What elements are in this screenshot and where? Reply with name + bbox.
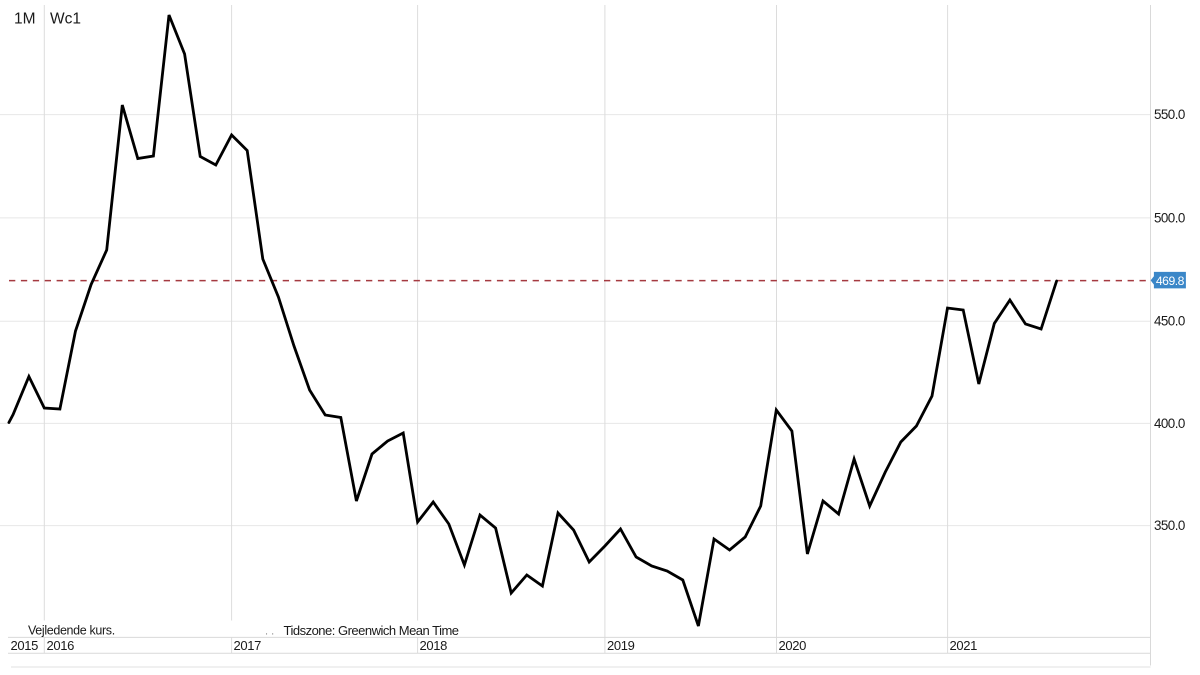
svg-text:1M: 1M — [14, 11, 36, 28]
svg-text:450.0: 450.0 — [1154, 314, 1185, 329]
svg-text:2021: 2021 — [950, 638, 978, 653]
svg-text:2020: 2020 — [779, 638, 807, 653]
svg-text:Vejledende kurs.: Vejledende kurs. — [28, 624, 115, 638]
svg-text:Tidszone: Greenwich Mean Time: Tidszone: Greenwich Mean Time — [284, 623, 459, 638]
svg-text:500.0: 500.0 — [1154, 210, 1185, 225]
svg-text:2019: 2019 — [607, 638, 635, 653]
svg-text:2017: 2017 — [234, 638, 262, 653]
svg-text:469.8: 469.8 — [1156, 274, 1185, 288]
svg-text:350.0: 350.0 — [1154, 518, 1185, 533]
svg-text:2016: 2016 — [47, 638, 75, 653]
svg-text:. .: . . — [265, 626, 274, 638]
svg-text:2015: 2015 — [11, 638, 39, 653]
svg-text:2018: 2018 — [420, 638, 448, 653]
svg-text:550.0: 550.0 — [1154, 107, 1185, 122]
svg-text:Wc1: Wc1 — [50, 11, 81, 28]
svg-text:400.0: 400.0 — [1154, 416, 1185, 431]
